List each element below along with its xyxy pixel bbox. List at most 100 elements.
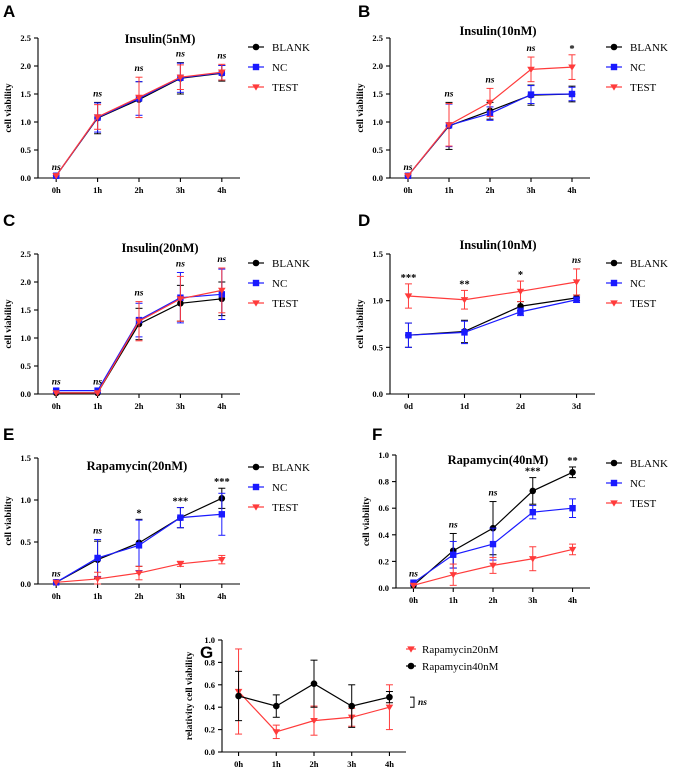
legend-label: NC — [630, 478, 645, 490]
data-point — [218, 69, 226, 76]
data-point — [93, 390, 102, 397]
y-tick-label: 0.0 — [372, 173, 383, 183]
x-tick-label: 0h — [409, 595, 418, 605]
significance-label: ns — [52, 378, 61, 388]
data-point — [528, 556, 537, 563]
data-point — [529, 487, 537, 495]
x-tick-label: 1h — [93, 185, 102, 195]
data-point — [135, 570, 143, 577]
legend-marker — [252, 43, 260, 51]
data-point — [449, 572, 458, 579]
y-tick-label: 0.4 — [378, 530, 389, 540]
chart-title: Rapamycin(20nM) — [87, 459, 188, 473]
y-axis-label: cell viability — [4, 83, 14, 133]
y-tick-label: 0.2 — [204, 725, 215, 735]
x-tick-label: 1h — [93, 401, 102, 411]
legend: BLANK NC TEST — [606, 42, 668, 94]
significance-label: ns — [527, 44, 536, 54]
legend-label: BLANK — [272, 42, 310, 54]
legend-marker — [252, 483, 260, 491]
y-tick-label: 0.8 — [204, 657, 215, 667]
series-line — [408, 297, 577, 336]
x-tick-label: 0h — [52, 591, 61, 601]
y-tick-label: 1.5 — [20, 89, 31, 99]
series-nc — [52, 492, 226, 586]
legend-label: BLANK — [272, 258, 310, 270]
legend-marker — [252, 259, 260, 267]
y-tick-label: 0.6 — [204, 680, 215, 690]
y-tick-label: 1.0 — [20, 117, 31, 127]
significance-label: ns — [418, 698, 427, 708]
significance-label: ns — [176, 50, 185, 60]
y-tick-label: 1.0 — [372, 296, 383, 306]
panel-letter: F — [372, 425, 382, 444]
x-tick-label: 1h — [449, 595, 458, 605]
data-point — [527, 66, 535, 73]
data-point — [93, 576, 102, 583]
legend-marker — [610, 279, 618, 287]
y-tick-label: 1.0 — [372, 117, 383, 127]
data-point — [218, 511, 226, 518]
significance-bracket — [410, 696, 415, 708]
data-point — [386, 693, 393, 701]
series-test — [52, 63, 226, 180]
y-tick-label: 2.0 — [20, 277, 31, 287]
legend-label: BLANK — [630, 42, 668, 54]
data-point — [135, 318, 143, 325]
panel-letter: D — [358, 211, 370, 230]
data-point — [176, 296, 185, 303]
significance-label: ns — [217, 255, 226, 265]
y-axis-label: cell viability — [4, 299, 14, 349]
chart-title: Rapamycin(40nM) — [448, 453, 549, 467]
legend-label: BLANK — [272, 462, 310, 474]
data-point — [176, 561, 185, 568]
x-tick-label: 3h — [528, 595, 537, 605]
chart-title: Insulin(5nM) — [125, 32, 196, 46]
legend: BLANK NC TEST — [606, 458, 668, 510]
series-nc — [410, 498, 577, 586]
x-tick-label: 0h — [52, 185, 61, 195]
data-point — [310, 680, 318, 687]
series-blank — [404, 294, 581, 348]
significance-label: ns — [135, 289, 144, 299]
data-point — [218, 557, 226, 564]
series-test — [52, 554, 226, 586]
data-point — [235, 692, 242, 700]
legend-marker — [610, 300, 618, 307]
data-point — [461, 329, 468, 336]
legend-marker — [610, 500, 618, 507]
series-line — [408, 281, 577, 301]
y-axis-label: cell viability — [356, 83, 366, 133]
x-tick-label: 2h — [135, 185, 144, 195]
x-tick-label: 0h — [52, 401, 61, 411]
data-point — [52, 579, 60, 586]
significance-label: ** — [459, 279, 470, 290]
panel-letter: B — [358, 2, 370, 21]
y-tick-label: 0.0 — [372, 389, 383, 399]
y-tick-label: 2.5 — [372, 33, 383, 43]
data-point — [405, 332, 412, 339]
y-tick-label: 2.0 — [372, 61, 383, 71]
x-tick-label: 0h — [234, 759, 243, 769]
x-tick-label: 4h — [217, 401, 226, 411]
data-point — [409, 582, 418, 589]
data-point — [445, 122, 453, 129]
data-point — [176, 74, 185, 81]
legend-label: NC — [272, 278, 287, 290]
data-point — [348, 702, 356, 710]
panel-d: D Insulin(10nM) 0.0 0.5 1.0 1.5 0d 1d 2d 3d cell v… — [356, 211, 668, 411]
legend: BLANK NC TEST — [606, 258, 668, 310]
data-point — [568, 90, 576, 98]
data-point — [573, 296, 580, 303]
y-axis-label: cell viability — [4, 496, 14, 546]
significance-label: ns — [52, 569, 61, 579]
series-nc — [404, 296, 581, 348]
legend-marker — [610, 459, 618, 467]
x-tick-label: 4h — [217, 185, 226, 195]
legend-label: BLANK — [630, 258, 668, 270]
legend: BLANK NC TEST — [248, 42, 310, 94]
y-tick-label: 0.8 — [378, 477, 389, 487]
legend-label: TEST — [272, 502, 299, 514]
panel-c: C Insulin(20nM) 0.0 0.5 1.0 1.5 2.0 2.5 0h 1h 2h 3h… — [3, 211, 310, 411]
panel-e: E Rapamycin(20nM) 0.0 0.5 1.0 1.5 0h 1h 2h 3h 4h ce… — [3, 425, 310, 601]
